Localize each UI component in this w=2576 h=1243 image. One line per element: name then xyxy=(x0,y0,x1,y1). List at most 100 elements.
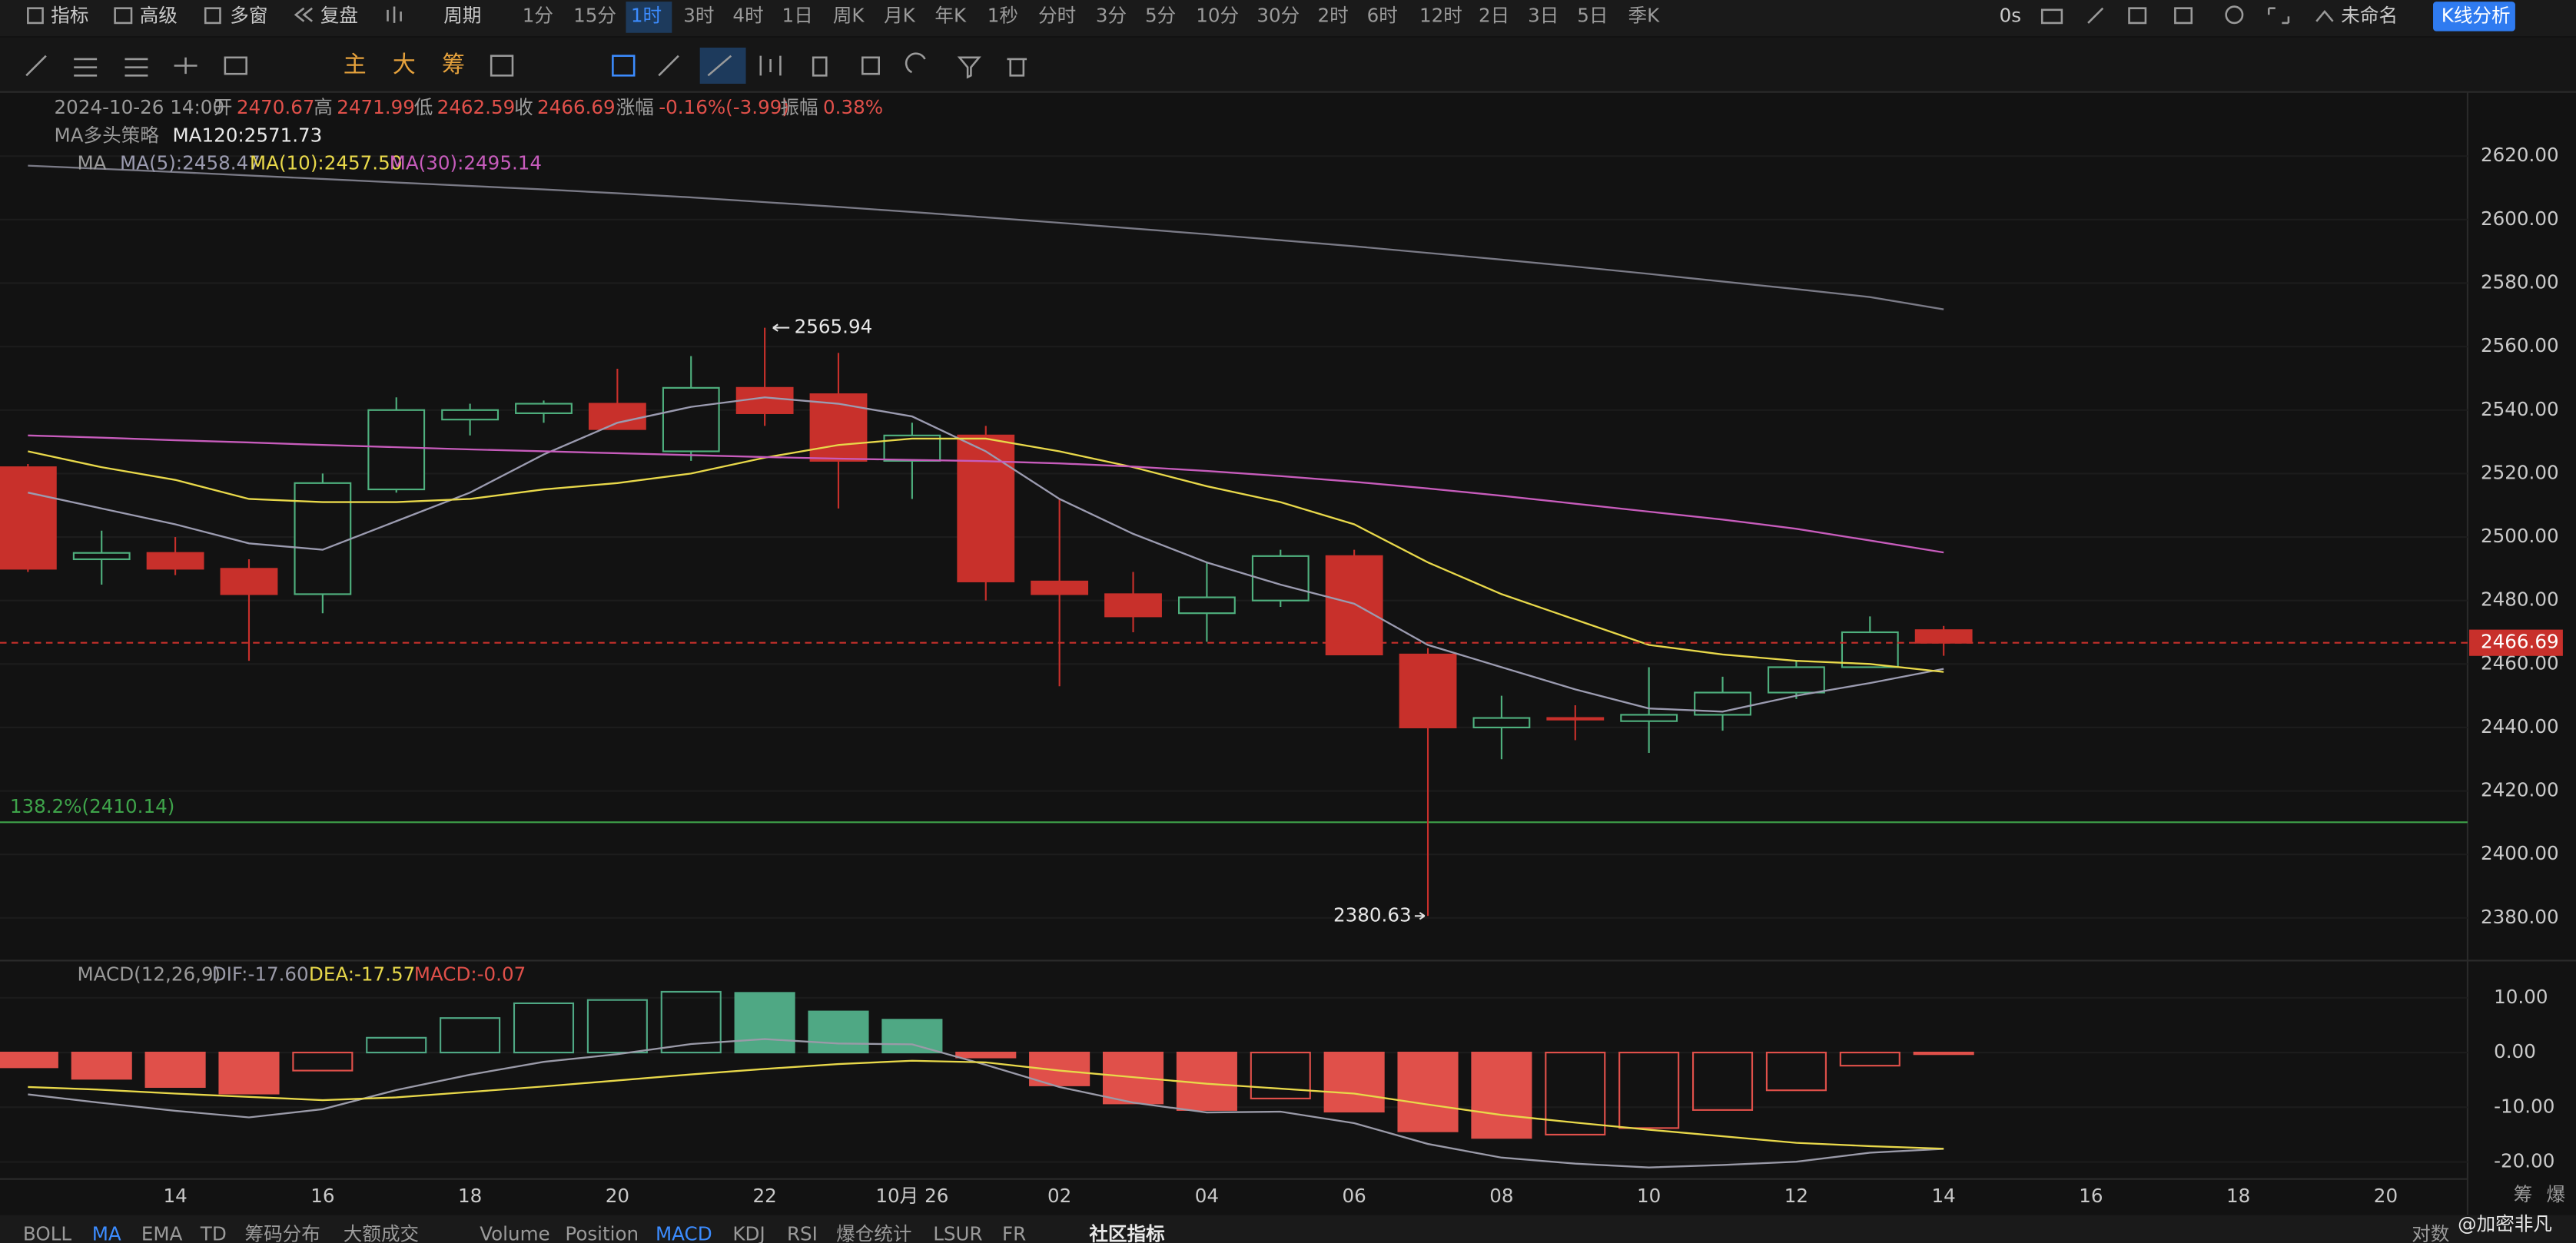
interval[interactable]: 1分 xyxy=(523,4,553,26)
indicator-tab[interactable]: MACD xyxy=(656,1222,712,1243)
panel-title: MACD(12,26,9) xyxy=(77,963,221,986)
y-tick-label: -10.00 xyxy=(2494,1095,2554,1117)
interval[interactable]: 1日 xyxy=(782,4,813,26)
interval[interactable]: 3时 xyxy=(683,4,714,26)
interval[interactable]: 1秒 xyxy=(988,4,1018,26)
x-tick-label: 16 xyxy=(2079,1185,2103,1207)
toolbar-item[interactable]: 周期 xyxy=(443,4,481,26)
candle-body xyxy=(809,393,868,462)
ma-line xyxy=(28,434,1944,554)
fib-label: 138.2%(2410.14) xyxy=(10,795,175,817)
x-tick-label: 18 xyxy=(2226,1185,2250,1207)
layout-name[interactable]: 未命名 xyxy=(2341,4,2398,26)
x-tick-label: 14 xyxy=(163,1185,187,1207)
interval[interactable]: 季K xyxy=(1628,4,1661,26)
y-tick-label: 2440.00 xyxy=(2481,715,2559,738)
indicator-tab[interactable]: LSUR xyxy=(933,1222,982,1243)
macd-line xyxy=(28,1059,1944,1150)
y-tick-label: 2400.00 xyxy=(2481,842,2559,864)
x-tick-label: 12 xyxy=(1784,1185,1808,1207)
tool-button[interactable]: 筹 xyxy=(442,51,465,78)
interval[interactable]: 周K xyxy=(833,4,865,26)
indicator-tab[interactable]: 筹码分布 xyxy=(245,1222,320,1243)
annotation-arrow xyxy=(772,323,790,332)
side-label[interactable]: 筹 xyxy=(2514,1183,2533,1205)
toolbar-item[interactable]: 指标 xyxy=(51,4,88,26)
toolbar-item[interactable]: 高级 xyxy=(140,4,178,26)
log-toggle[interactable]: 对数 xyxy=(2412,1222,2449,1243)
side-label[interactable]: 爆 xyxy=(2547,1183,2566,1205)
x-tick-label: 14 xyxy=(1932,1185,1956,1207)
y-tick-label: 2420.00 xyxy=(2481,779,2559,801)
legend-entry: MACD:-0.07 xyxy=(414,963,526,986)
interval[interactable]: 1时 xyxy=(631,4,662,26)
interval[interactable]: 5分 xyxy=(1145,4,1176,26)
analysis-button[interactable]: K线分析 xyxy=(2442,4,2511,26)
interval[interactable]: 15分 xyxy=(573,4,616,26)
indicator-tab[interactable]: 社区指标 xyxy=(1089,1222,1165,1243)
macd-bar xyxy=(660,990,722,1054)
indicator-tab[interactable]: MA xyxy=(92,1222,121,1243)
indicator-tab[interactable]: 爆仓统计 xyxy=(836,1222,911,1243)
candle-body xyxy=(1546,717,1605,721)
indicator-tab[interactable]: EMA xyxy=(141,1222,183,1243)
macd-bar xyxy=(1471,1051,1532,1139)
active-interval-bg xyxy=(626,2,672,33)
last-price-label: 2466.69 xyxy=(2481,631,2559,653)
icon xyxy=(204,7,221,25)
indicator-tab[interactable]: KDJ xyxy=(732,1222,765,1243)
legend-entry: MA(10):2457.50 xyxy=(250,152,402,174)
macd-bar xyxy=(734,992,795,1054)
interval[interactable]: 2日 xyxy=(1479,4,1509,26)
interval[interactable]: 3日 xyxy=(1528,4,1559,26)
macd-bar xyxy=(1765,1051,1827,1092)
interval[interactable]: 3分 xyxy=(1096,4,1127,26)
icon-active xyxy=(699,47,746,85)
interval[interactable]: 分时 xyxy=(1038,4,1076,26)
candle-body xyxy=(0,466,57,570)
indicator-tab[interactable]: RSI xyxy=(787,1222,818,1243)
toolbar-item[interactable]: 多窗 xyxy=(230,4,267,26)
top-bar xyxy=(0,0,2576,37)
tool-button[interactable]: 大 xyxy=(393,51,416,78)
tool-button[interactable]: 主 xyxy=(344,51,367,78)
candle-body xyxy=(957,434,1015,582)
candle-body xyxy=(441,409,500,421)
interval[interactable]: 2时 xyxy=(1317,4,1348,26)
candle-body xyxy=(1399,653,1457,729)
interval[interactable]: 10分 xyxy=(1196,4,1239,26)
indicator-tab[interactable]: Position xyxy=(565,1222,639,1243)
interval[interactable]: 6时 xyxy=(1367,4,1398,26)
interval[interactable]: 12时 xyxy=(1419,4,1462,26)
indicator-tab[interactable]: BOLL xyxy=(23,1222,71,1243)
macd-bar xyxy=(1323,1051,1385,1113)
datetime: 2024-10-26 14:00 xyxy=(55,96,225,118)
legend-entry: DEA:-17.57 xyxy=(309,963,415,986)
interval[interactable]: 4时 xyxy=(732,4,763,26)
macd-bar xyxy=(1618,1051,1680,1129)
macd-bar xyxy=(0,1051,58,1069)
field-label: 涨幅 xyxy=(616,96,654,118)
interval[interactable]: 年K xyxy=(934,4,967,26)
x-tick-label: 18 xyxy=(458,1185,482,1207)
annotation: 2380.63 xyxy=(1333,903,1412,926)
icon xyxy=(114,7,133,25)
ma-line xyxy=(28,437,1944,673)
toolbar-item[interactable]: 复盘 xyxy=(320,4,358,26)
y-tick-label: 2540.00 xyxy=(2481,398,2559,420)
candle-body xyxy=(1768,666,1825,694)
indicator-tab[interactable]: FR xyxy=(1002,1222,1026,1243)
field-label: 低 xyxy=(414,96,433,118)
y-tick-label: 2560.00 xyxy=(2481,334,2559,356)
candle-body xyxy=(1841,631,1899,668)
indicator-tab[interactable]: Volume xyxy=(480,1222,549,1243)
interval[interactable]: 30分 xyxy=(1256,4,1300,26)
candle-body xyxy=(146,552,204,570)
indicator-tab[interactable]: 大额成交 xyxy=(344,1222,419,1243)
candle-body xyxy=(515,403,573,414)
interval[interactable]: 月K xyxy=(884,4,916,26)
field-value: 2462.59 xyxy=(437,96,516,118)
indicator-tab[interactable]: TD xyxy=(200,1222,227,1243)
interval[interactable]: 5日 xyxy=(1577,4,1608,26)
